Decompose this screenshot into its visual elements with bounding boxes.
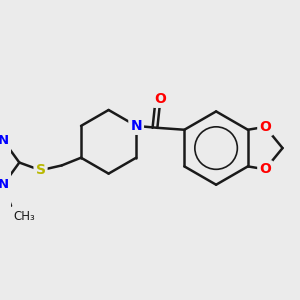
Text: O: O: [259, 162, 271, 176]
Text: O: O: [154, 92, 166, 106]
Text: N: N: [0, 134, 9, 147]
Text: S: S: [35, 163, 46, 177]
Text: O: O: [259, 120, 271, 134]
Text: N: N: [130, 119, 142, 133]
Text: CH₃: CH₃: [13, 210, 35, 223]
Text: N: N: [0, 178, 9, 191]
